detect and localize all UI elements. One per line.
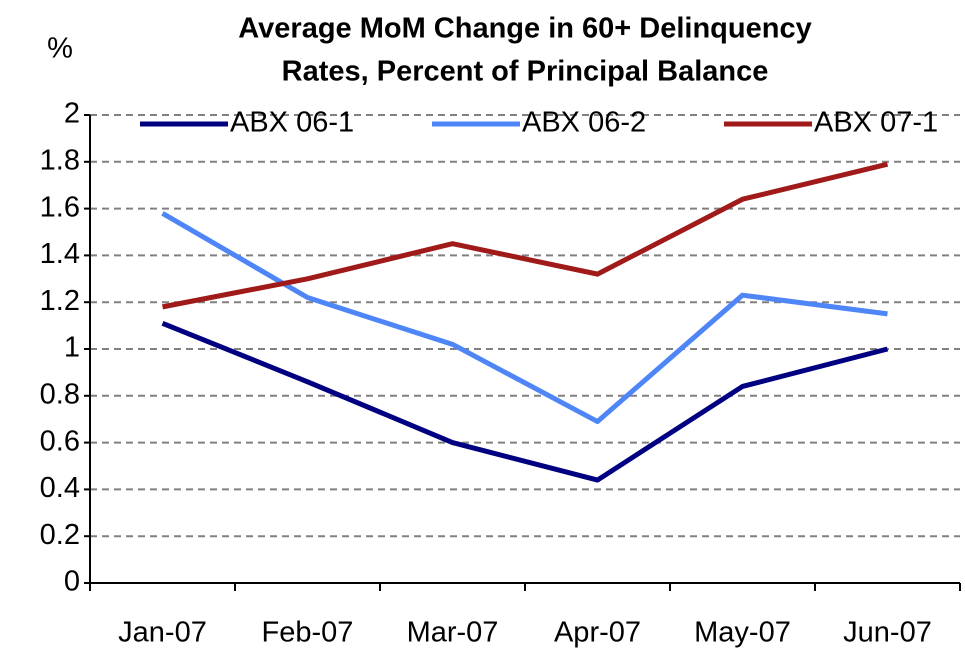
x-tick-label: Jan-07 — [118, 617, 207, 649]
y-tick-label: 0.6 — [40, 425, 80, 457]
x-tick-label: Feb-07 — [262, 617, 354, 649]
x-tick-label: May-07 — [694, 617, 791, 649]
chart-title: Rates, Percent of Principal Balance — [282, 56, 769, 88]
y-tick-label: 1.4 — [40, 238, 80, 270]
y-tick-label: 0.4 — [40, 472, 80, 504]
legend-label: ABX 06-2 — [522, 107, 646, 139]
y-tick-label: 2 — [64, 98, 80, 130]
y-axis-label: % — [47, 33, 73, 65]
y-tick-label: 0.2 — [40, 519, 80, 551]
y-tick-label: 1.6 — [40, 191, 80, 223]
chart-title: Average MoM Change in 60+ Delinquency — [238, 13, 811, 45]
y-tick-label: 0.8 — [40, 378, 80, 410]
series-line — [162, 161, 889, 310]
y-tick-label: 0 — [64, 566, 80, 598]
x-tick-label: Mar-07 — [407, 617, 499, 649]
legend-label: ABX 07-1 — [814, 107, 938, 139]
legend-label: ABX 06-1 — [230, 107, 354, 139]
series-line — [161, 211, 888, 425]
y-tick-label: 1.2 — [40, 285, 80, 317]
x-tick-label: Apr-07 — [554, 617, 641, 649]
y-tick-label: 1 — [64, 332, 80, 364]
y-tick-label: 1.8 — [40, 144, 80, 176]
series-line — [161, 320, 889, 483]
x-tick-label: Jun-07 — [843, 617, 932, 649]
